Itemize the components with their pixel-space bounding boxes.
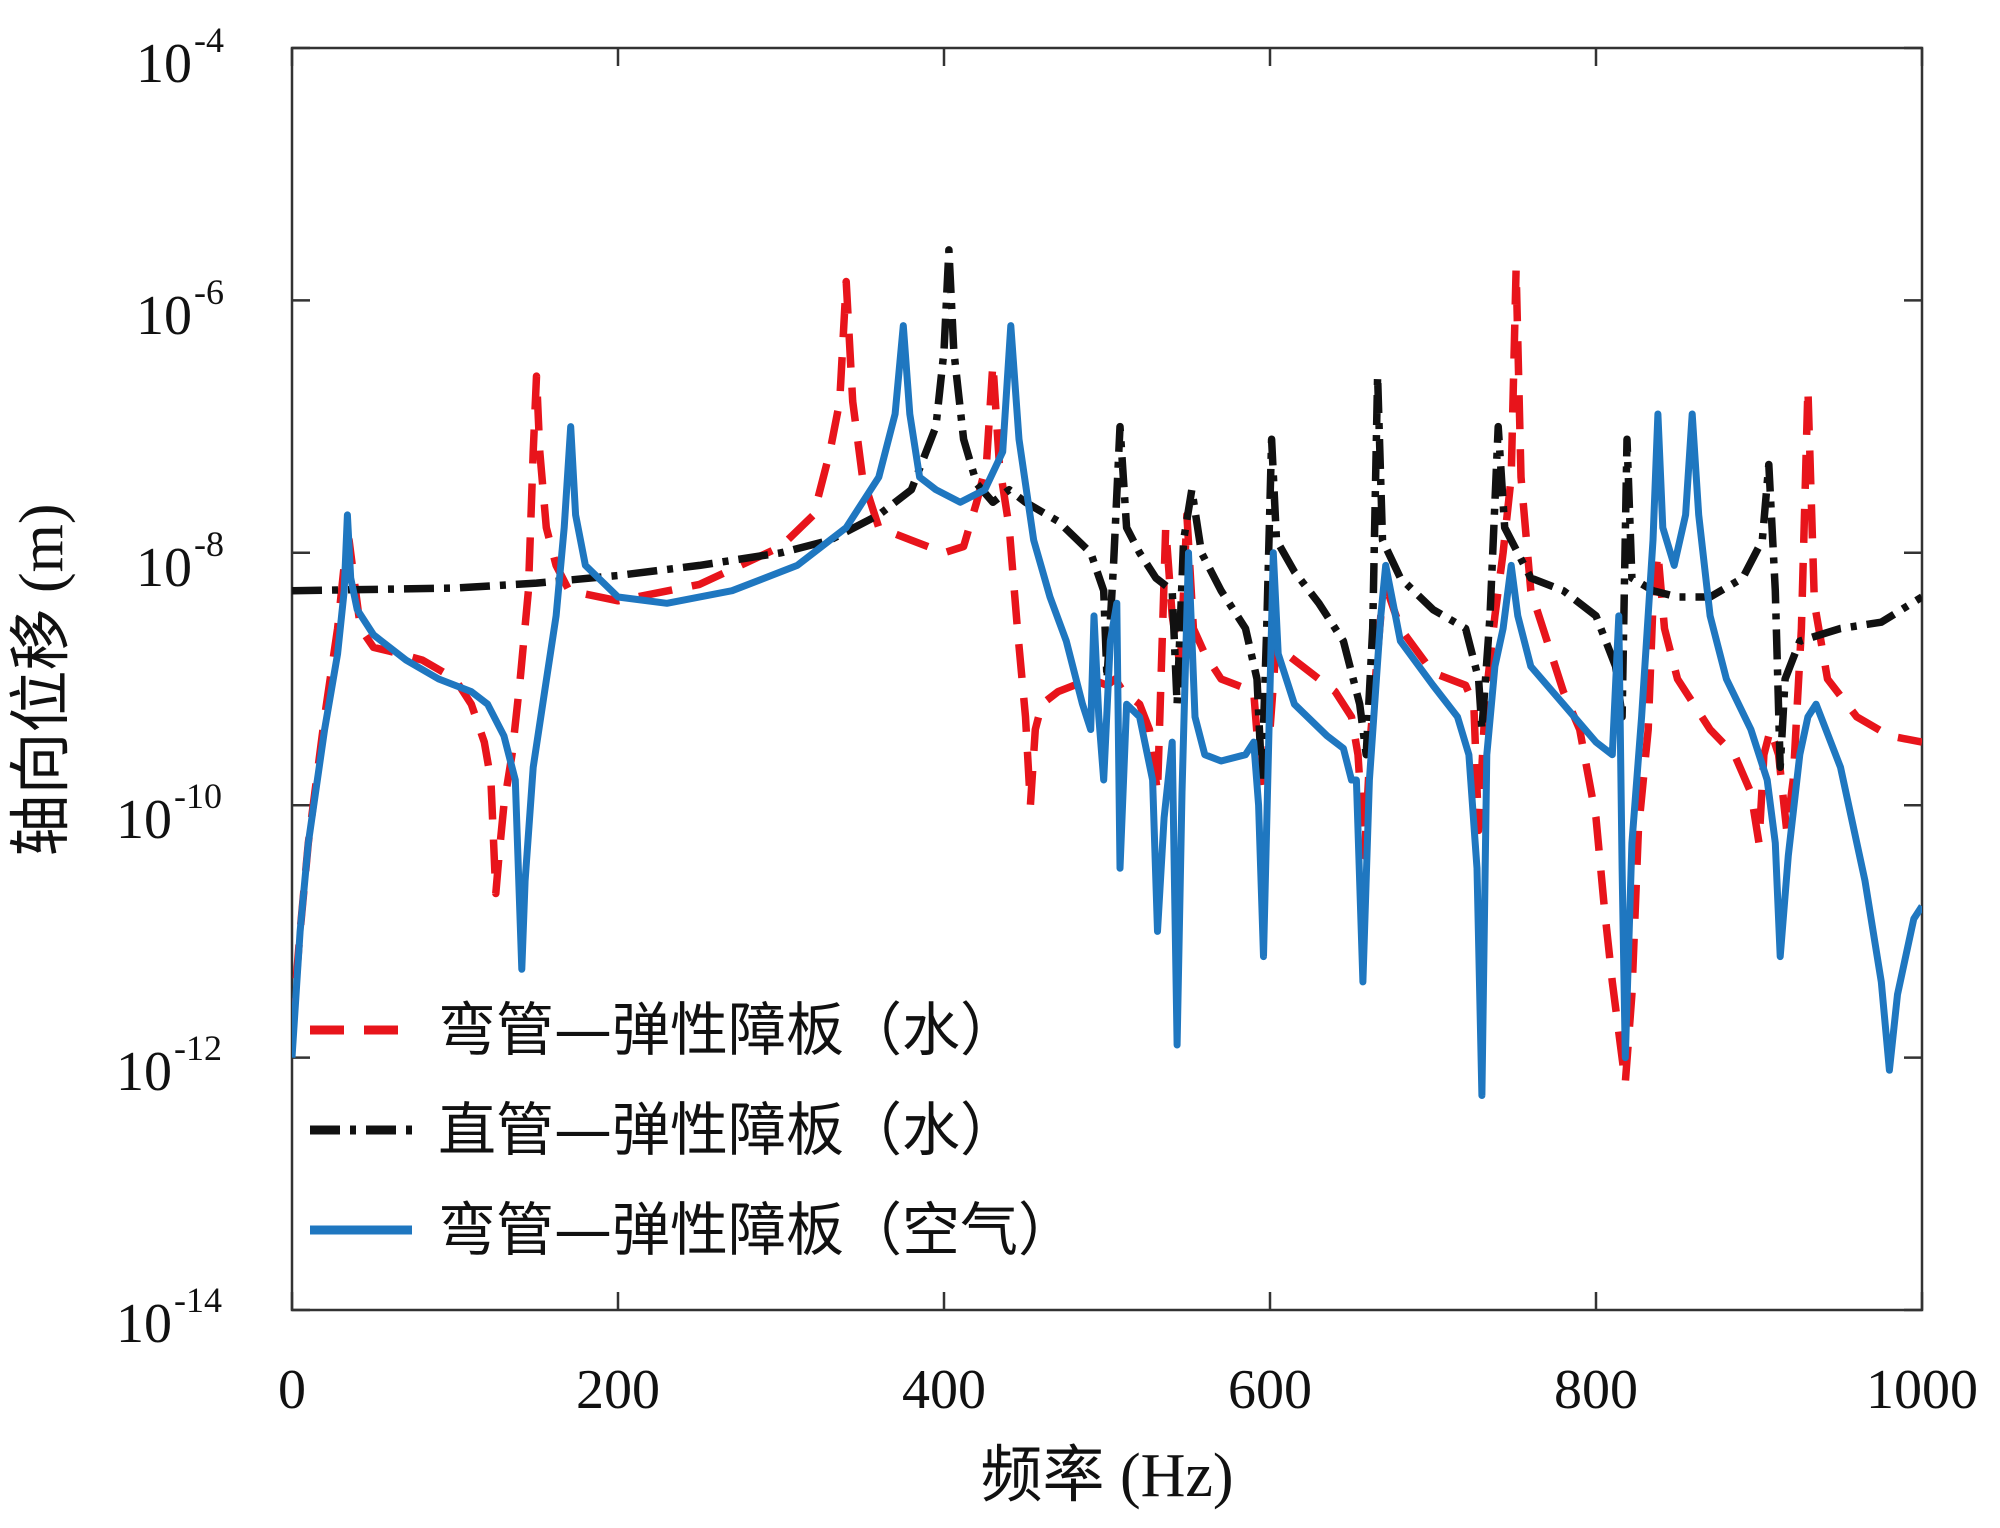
x-tick-label: 1000	[1866, 1359, 1978, 1421]
y-tick-exponent: -6	[194, 272, 224, 312]
axis-ticks	[290, 46, 1924, 1312]
x-tick-labels: 0 200 400 600 800 1000	[278, 1359, 1978, 1421]
legend-label-bent-air: 弯管—弹性障板（空气）	[438, 1196, 1076, 1264]
legend-label-bent-water: 弯管—弹性障板（水）	[438, 996, 1018, 1064]
y-tick-exponent: -10	[174, 776, 222, 816]
y-tick-label: 10	[116, 1041, 172, 1103]
y-tick-exponent: -14	[174, 1280, 222, 1320]
legend-label-straight-water: 直管—弹性障板（水）	[438, 1096, 1018, 1164]
x-tick-label: 800	[1554, 1359, 1638, 1421]
y-tick-label: 10	[116, 789, 172, 851]
y-tick-label: 10	[116, 1293, 172, 1355]
y-axis-label: 轴向位移 (m)	[8, 503, 76, 856]
y-tick-exponent: -4	[194, 20, 224, 60]
x-tick-label: 600	[1228, 1359, 1312, 1421]
y-tick-label: 10	[136, 285, 192, 347]
x-tick-label: 400	[902, 1359, 986, 1421]
y-tick-exponent: -12	[174, 1028, 222, 1068]
x-tick-label: 0	[278, 1359, 306, 1421]
legend: 弯管—弹性障板（水） 直管—弹性障板（水） 弯管—弹性障板（空气）	[310, 996, 1076, 1264]
series-line-1	[292, 246, 1922, 784]
y-tick-label: 10	[136, 537, 192, 599]
y-tick-labels: 10 -4 10 -6 10 -8 10 -10 10 -12 10 -14	[116, 20, 224, 1355]
x-tick-label: 200	[576, 1359, 660, 1421]
y-tick-label: 10	[136, 33, 192, 95]
x-axis-label: 频率 (Hz)	[980, 1442, 1233, 1510]
y-tick-exponent: -8	[194, 524, 224, 564]
plot-frame	[290, 46, 1924, 1312]
series-layer	[292, 246, 1922, 1099]
series-line-2	[292, 322, 1922, 1099]
